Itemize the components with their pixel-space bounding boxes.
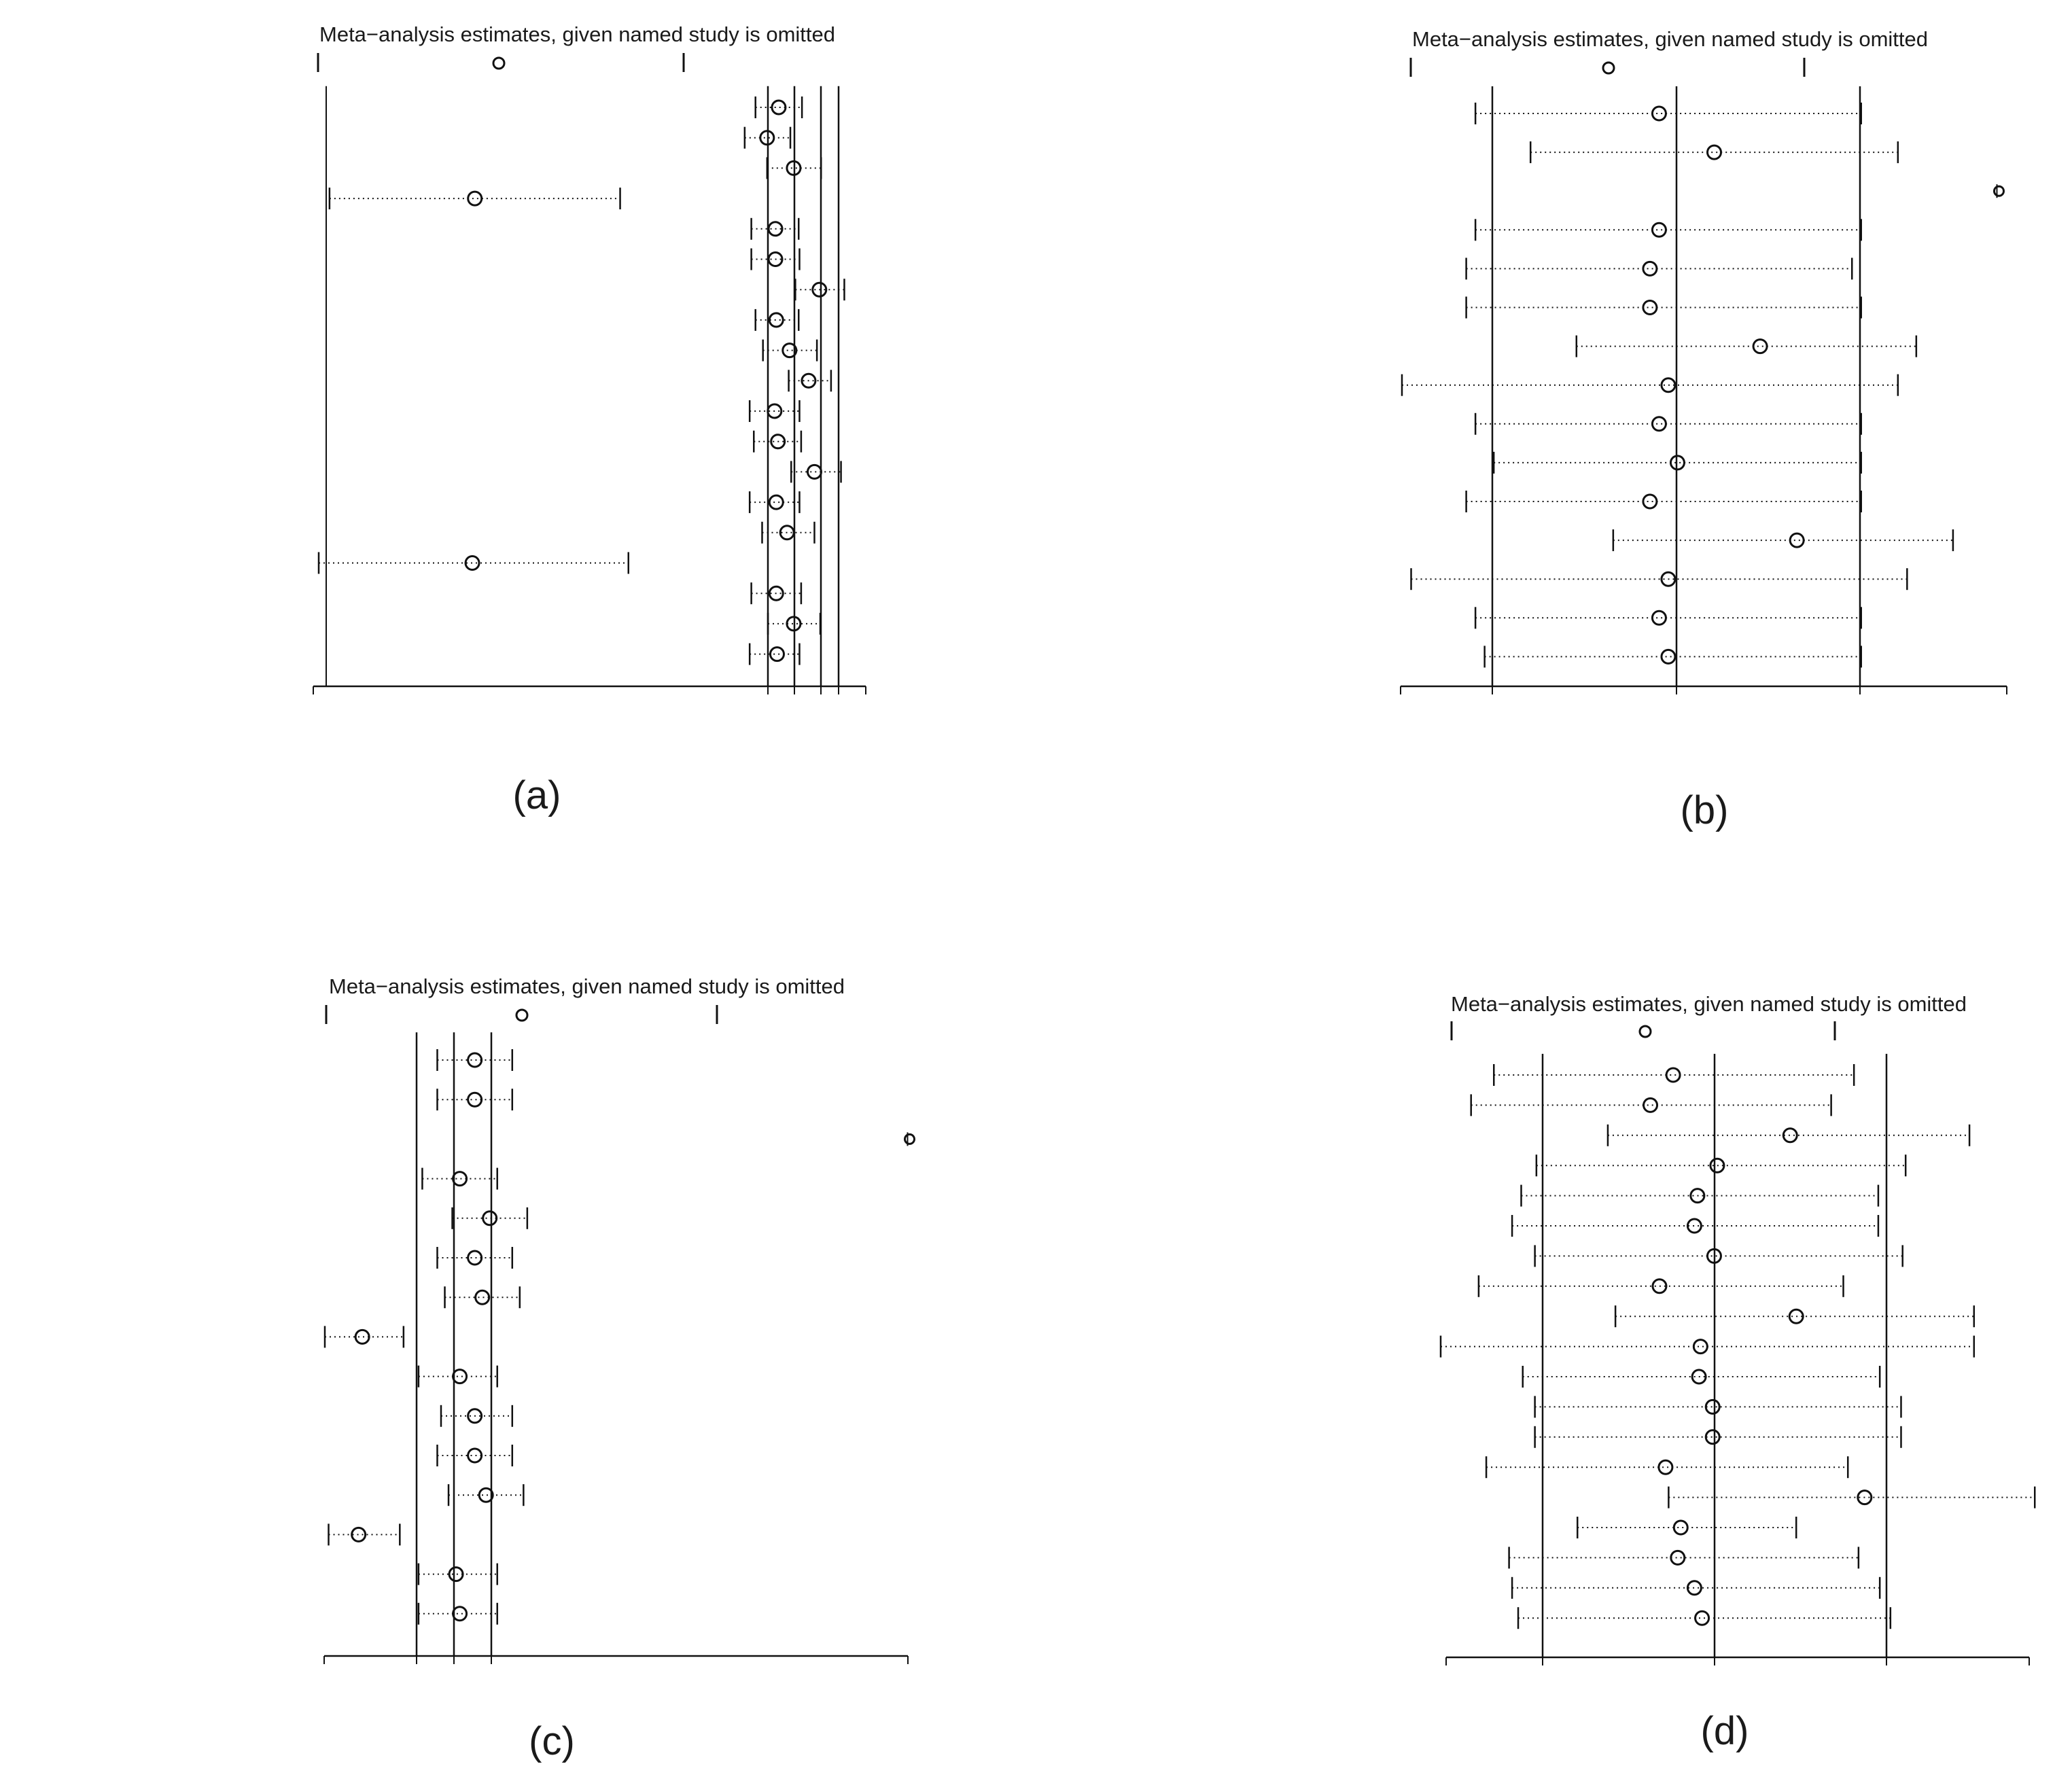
legend-estimate-marker: [515, 1008, 529, 1022]
estimate-point: [1857, 1489, 1873, 1506]
estimate-point: [1657, 1459, 1674, 1475]
estimate-point: [1788, 1308, 1804, 1324]
estimate-point: [770, 434, 786, 450]
estimate-point: [448, 1566, 464, 1583]
estimate-point: [1669, 455, 1685, 471]
legend-estimate-marker: [1638, 1025, 1652, 1038]
estimate-point: [1651, 1278, 1668, 1294]
estimate-point: [1694, 1610, 1710, 1626]
estimate-point: [1789, 532, 1805, 548]
estimate-point: [1660, 377, 1676, 393]
legend-estimate-marker: [1602, 61, 1615, 75]
estimate-point: [1706, 1248, 1722, 1264]
estimate-point: [1643, 1097, 1659, 1113]
estimate-point: [801, 372, 817, 389]
estimate-point: [1686, 1580, 1702, 1596]
estimate-point: [467, 1447, 483, 1464]
estimate-point: [786, 160, 802, 176]
panel-d: Meta−analysis estimates, given named stu…: [1439, 992, 2036, 1753]
panel-a-label: (a): [513, 773, 561, 817]
estimate-point: [474, 1289, 491, 1305]
estimate-point: [452, 1171, 468, 1187]
estimate-point: [1691, 1369, 1707, 1385]
estimate-point: [1752, 338, 1768, 355]
estimate-point: [1709, 1157, 1725, 1174]
panel-b-label: (b): [1681, 788, 1729, 832]
legend: [1409, 58, 1806, 77]
estimate-point: [1704, 1429, 1721, 1445]
panel-d-label: (d): [1701, 1709, 1749, 1753]
estimate-point: [1686, 1218, 1702, 1234]
estimate-point: [467, 1091, 483, 1108]
panel-b: Meta−analysis estimates, given named stu…: [1400, 27, 2007, 832]
panel-c: Meta−analysis estimates, given named stu…: [323, 974, 915, 1763]
estimate-point: [1651, 222, 1667, 238]
estimate-point: [482, 1210, 498, 1227]
panel-c-title: Meta−analysis estimates, given named stu…: [329, 974, 845, 998]
panel-a: Meta−analysis estimates, given named stu…: [313, 22, 866, 817]
estimate-point: [1692, 1339, 1708, 1355]
panel-d-title: Meta−analysis estimates, given named stu…: [1451, 992, 1967, 1016]
estimate-point: [1651, 610, 1667, 626]
estimate-point: [1651, 105, 1667, 122]
estimate-point: [467, 1250, 483, 1266]
estimate-point: [464, 555, 480, 571]
estimate-point: [779, 525, 795, 541]
estimate-point: [759, 130, 775, 146]
estimate-point: [467, 1052, 483, 1068]
estimate-point: [478, 1487, 494, 1503]
estimate-point: [1651, 416, 1667, 432]
estimate-point: [767, 251, 784, 267]
legend-estimate-marker: [492, 56, 506, 70]
panel-c-label: (c): [529, 1719, 575, 1763]
estimate-point: [767, 221, 784, 237]
estimate-point: [903, 1133, 915, 1145]
estimate-point: [1670, 1549, 1686, 1566]
estimate-point: [467, 1408, 483, 1424]
estimate-point: [786, 616, 802, 632]
estimate-point: [1782, 1127, 1798, 1144]
estimate-point: [1704, 1398, 1721, 1415]
estimate-point: [354, 1328, 370, 1345]
estimate-point: [1660, 571, 1676, 587]
estimate-point: [1689, 1188, 1706, 1204]
estimate-point: [769, 646, 785, 663]
panel-a-title: Meta−analysis estimates, given named stu…: [319, 22, 835, 46]
estimate-point: [1642, 300, 1658, 315]
estimate-point: [1665, 1067, 1681, 1083]
estimate-point: [768, 494, 784, 510]
estimate-point: [1706, 144, 1723, 160]
estimate-point: [1660, 648, 1676, 665]
estimate-point: [811, 281, 828, 298]
legend: [1450, 1021, 1836, 1040]
estimate-point: [1642, 260, 1658, 277]
estimate-point: [806, 463, 822, 480]
estimate-point: [771, 99, 787, 116]
panel-b-title: Meta−analysis estimates, given named stu…: [1412, 27, 1928, 51]
estimate-point: [768, 312, 784, 328]
estimate-point: [1672, 1519, 1689, 1536]
legend: [325, 1005, 718, 1024]
estimate-point: [351, 1526, 367, 1542]
estimate-point: [467, 190, 483, 207]
estimate-point: [782, 342, 798, 359]
estimate-point: [767, 403, 783, 419]
estimate-point: [452, 1369, 468, 1385]
legend: [317, 53, 685, 72]
estimate-point: [452, 1606, 468, 1622]
estimate-point: [1642, 493, 1658, 510]
estimate-point: [1992, 185, 2005, 197]
estimate-point: [768, 585, 784, 601]
